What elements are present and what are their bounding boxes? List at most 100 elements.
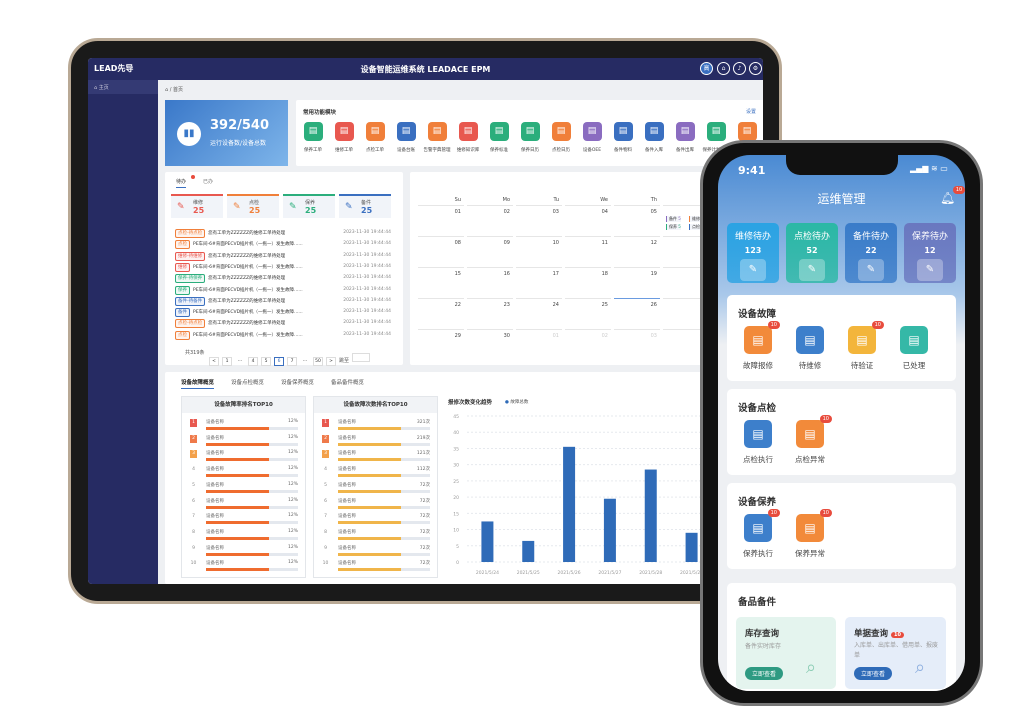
todo-row[interactable]: 维修 PE车间-6#背面PECVD插片机（一拖一）发生故障...... 2023-1… [175, 262, 397, 273]
todo-row[interactable]: 保养 PE车间-6#背面PECVD插片机（一拖一）发生故障...... 2023-1… [175, 285, 397, 296]
modules-settings-link[interactable]: 设置 [745, 109, 756, 115]
calendar-day[interactable]: 04 [565, 205, 611, 236]
calendar-day[interactable]: 11 [565, 236, 611, 267]
phone-action[interactable]: ▤ 10 待验证 [842, 321, 884, 371]
page-button[interactable]: 50 [313, 357, 323, 366]
module-13[interactable]: ▤ 备件出库 [670, 122, 700, 153]
phone-action[interactable]: ▤ 10 保养异常 [790, 509, 832, 559]
page-button[interactable]: 7 [287, 357, 297, 366]
todo-row[interactable]: 维修-待维修 您有工单为ZZZZZZ的维修工单待处理 2023-11-30 19:4… [175, 251, 397, 262]
page-button[interactable]: ··· [237, 359, 243, 364]
phone-todo-card[interactable]: 备件待办 22 ✎ [845, 223, 897, 283]
todo-card-2[interactable]: ✎ 保养 25 [283, 194, 335, 218]
module-4[interactable]: ▤ 设备台账 [391, 122, 421, 153]
page-button[interactable]: < [209, 357, 219, 366]
page-button[interactable]: 1 [222, 357, 232, 366]
phone-action[interactable]: ▤ 点检执行 [738, 420, 778, 465]
calendar-day[interactable]: 01 [418, 205, 464, 236]
phone-action[interactable]: ▤ 待维修 [790, 326, 830, 371]
todo-row[interactable]: 点检-待点检 您有工单为ZZZZZZ的维修工单待处理 2023-11-30 19:4… [175, 319, 397, 329]
calendar-day[interactable]: 12 [614, 236, 660, 267]
calendar-day[interactable]: 22 [418, 298, 464, 329]
calendar-day[interactable]: 25 [565, 298, 611, 329]
module-6[interactable]: ▤ 维修知识库 [453, 122, 483, 153]
phone-action[interactable]: ▤ 10 保养执行 [738, 509, 780, 559]
todo-row[interactable]: 点检-待点检 您有工单为ZZZZZZ的维修工单待处理 2023-11-30 19:4… [175, 229, 397, 239]
calendar-day[interactable]: 08 [418, 236, 464, 267]
calendar-day[interactable]: 18 [565, 267, 611, 298]
user-avatar[interactable]: 高 [700, 62, 713, 75]
todo-card-1[interactable]: ✎ 点检 25 [227, 194, 279, 218]
bell-icon[interactable]: 🔔︎ 10 [940, 186, 965, 205]
page-button[interactable]: 5 [261, 357, 271, 366]
todo-row[interactable]: 备件-待备件 您有工单为ZZZZZZ的维修工单待处理 2023-11-30 19:4… [175, 296, 397, 307]
todo-row[interactable]: 备件 PE车间-6#背面PECVD插片机（一拖一）发生故障...... 2023-1… [175, 308, 397, 318]
calendar-day[interactable]: 03 [516, 205, 562, 236]
calendar-day[interactable]: 05 [614, 205, 660, 236]
todo-row[interactable]: 点检 PE车间-6#背面PECVD插片机（一拖一）发生故障...... 2023-1… [175, 330, 397, 341]
calendar-day[interactable]: 15 [418, 267, 464, 298]
page-button[interactable]: > [326, 357, 336, 366]
module-7[interactable]: ▤ 保养标准 [484, 122, 514, 153]
home-icon[interactable]: ⌂ [717, 62, 730, 75]
module-15[interactable]: ▤ [732, 122, 762, 147]
overview-tab[interactable]: 备品备件概览 [331, 380, 365, 386]
overview-tab[interactable]: 设备保养概览 [281, 380, 315, 386]
module-3[interactable]: ▤ 点检工单 [360, 122, 390, 153]
calendar-day[interactable]: 17 [516, 267, 562, 298]
module-5[interactable]: ▤ 告警字典管理 [422, 122, 452, 153]
page-button[interactable]: 6 [274, 357, 284, 366]
calendar-day[interactable]: 23 [467, 298, 513, 329]
tablet-frame: LEAD先导 设备智能运维系统 LEADACE EPM 高 ⌂ ♪ ⚙ ⌂ 主页… [68, 38, 782, 604]
overview-tab[interactable]: 设备点检概览 [231, 380, 265, 386]
view-docs-button[interactable]: 立即查看 [854, 667, 893, 680]
todo-card-0[interactable]: ✎ 维修 25 [171, 194, 223, 218]
todo-row[interactable]: 保养-待保养 您有工单为ZZZZZZ的维修工单待处理 2023-11-30 19:4… [175, 274, 397, 284]
module-8[interactable]: ▤ 保养日历 [515, 122, 545, 153]
phone-todo-card[interactable]: 点检待办 52 ✎ [786, 223, 838, 283]
overview-tab[interactable]: 设备故障概览 [181, 378, 215, 389]
phone-action[interactable]: ▤ 已处理 [894, 326, 934, 371]
module-9[interactable]: ▤ 点检日历 [546, 122, 576, 153]
calendar-day[interactable]: 19 [614, 267, 660, 298]
calendar-day[interactable]: 02 [565, 329, 611, 360]
phone-action[interactable]: ▤ 10 故障报修 [738, 321, 780, 371]
tab-done[interactable]: 已办 [203, 179, 214, 185]
view-stock-button[interactable]: 立即查看 [745, 667, 784, 680]
calendar-day[interactable]: 30 [467, 329, 513, 360]
x-tick-label: 2021/5/28 [639, 570, 662, 576]
tab-pending[interactable]: 待办 [176, 178, 187, 188]
calendar-event[interactable]: 保养 5 [666, 224, 681, 230]
calendar-day[interactable]: 01 [516, 329, 562, 360]
calendar-day[interactable]: 26 [614, 298, 660, 329]
bell-badge: 10 [952, 186, 965, 194]
calendar-day[interactable]: 16 [467, 267, 513, 298]
module-11[interactable]: ▤ 备件物料 [608, 122, 638, 153]
goto-input[interactable] [352, 353, 371, 362]
calendar-event[interactable]: 备件 5 [666, 216, 681, 222]
calendar-day[interactable]: 02 [467, 205, 513, 236]
document-query-card[interactable]: 单据查询 10 入库单、出库单、借用单、报废单 立即查看 ⌕ [845, 617, 946, 689]
module-1[interactable]: ▤ 保养工单 [298, 122, 328, 153]
phone-todo-card[interactable]: 维修待办 123 ✎ [727, 223, 779, 283]
calendar-day[interactable]: 10 [516, 236, 562, 267]
module-2[interactable]: ▤ 维修工单 [329, 122, 359, 153]
bell-icon[interactable]: ♪ [733, 62, 746, 75]
todo-row[interactable]: 点检 PE车间-6#背面PECVD插片机（一拖一）发生故障...... 2023-1… [175, 240, 397, 250]
phone-todo-card[interactable]: 保养待办 12 ✎ [904, 223, 956, 283]
page-button[interactable]: 4 [248, 357, 258, 366]
phone-action[interactable]: ▤ 10 点检异常 [790, 415, 832, 465]
calendar-day[interactable]: 24 [516, 298, 562, 329]
calendar-day[interactable]: 03 [614, 329, 660, 360]
module-10[interactable]: ▤ 设备OEE [577, 122, 607, 153]
page-button[interactable]: ··· [302, 359, 308, 364]
settings-icon[interactable]: ⚙ [749, 62, 762, 75]
calendar-day[interactable]: 29 [418, 329, 464, 360]
sidebar-item-home[interactable]: ⌂ 主页 [88, 80, 158, 94]
ranking-value: 72次 [419, 545, 430, 551]
module-12[interactable]: ▤ 备件入库 [639, 122, 669, 153]
todo-card-3[interactable]: ✎ 备件 25 [339, 194, 391, 218]
calendar-day[interactable]: 09 [467, 236, 513, 267]
card-title: 库存查询 [745, 629, 780, 639]
stock-query-card[interactable]: 库存查询 备件实时库存 立即查看 ⌕ [736, 617, 836, 689]
